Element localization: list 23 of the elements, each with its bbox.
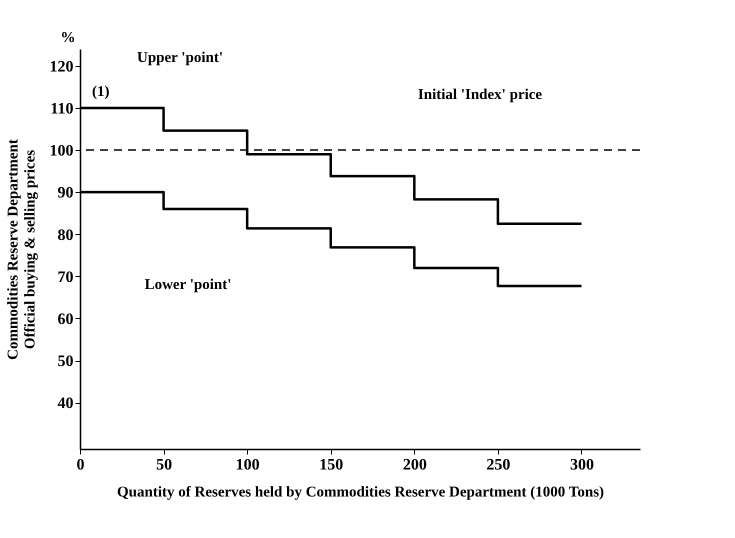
y-tick-label: 60 xyxy=(58,310,74,328)
y-tick-label: 50 xyxy=(58,353,74,370)
x-tick-label: 300 xyxy=(570,456,594,474)
x-axis-title: Quantity of Reserves held by Commodities Reserve Department (1000 Tons) xyxy=(116,484,604,500)
x-tick-label: 150 xyxy=(319,456,344,474)
y-tick-label: 80 xyxy=(58,226,74,244)
x-tick-label: 0 xyxy=(76,456,84,474)
x-tick-label: 50 xyxy=(156,456,172,474)
annotation: Upper 'point' xyxy=(137,50,223,66)
ref-line-label: Initial 'Index' price xyxy=(418,87,542,103)
x-tick-label: 250 xyxy=(486,456,510,474)
y-tick-label: 40 xyxy=(58,395,74,412)
y-tick-label: 100 xyxy=(50,142,74,160)
y-axis-title: Commodities Reserve Department Official buying & selling prices xyxy=(6,139,38,360)
annotation: (1) xyxy=(92,84,110,100)
y-tick-label: 70 xyxy=(58,268,74,286)
annotation: Lower 'point' xyxy=(144,277,232,293)
x-tick-label: 200 xyxy=(402,456,427,474)
y-tick-label: 110 xyxy=(50,100,74,118)
y-tick-label: 90 xyxy=(58,184,74,202)
x-tick-label: 100 xyxy=(236,456,260,474)
text: % xyxy=(60,30,76,46)
y-tick-label: 120 xyxy=(50,58,74,76)
